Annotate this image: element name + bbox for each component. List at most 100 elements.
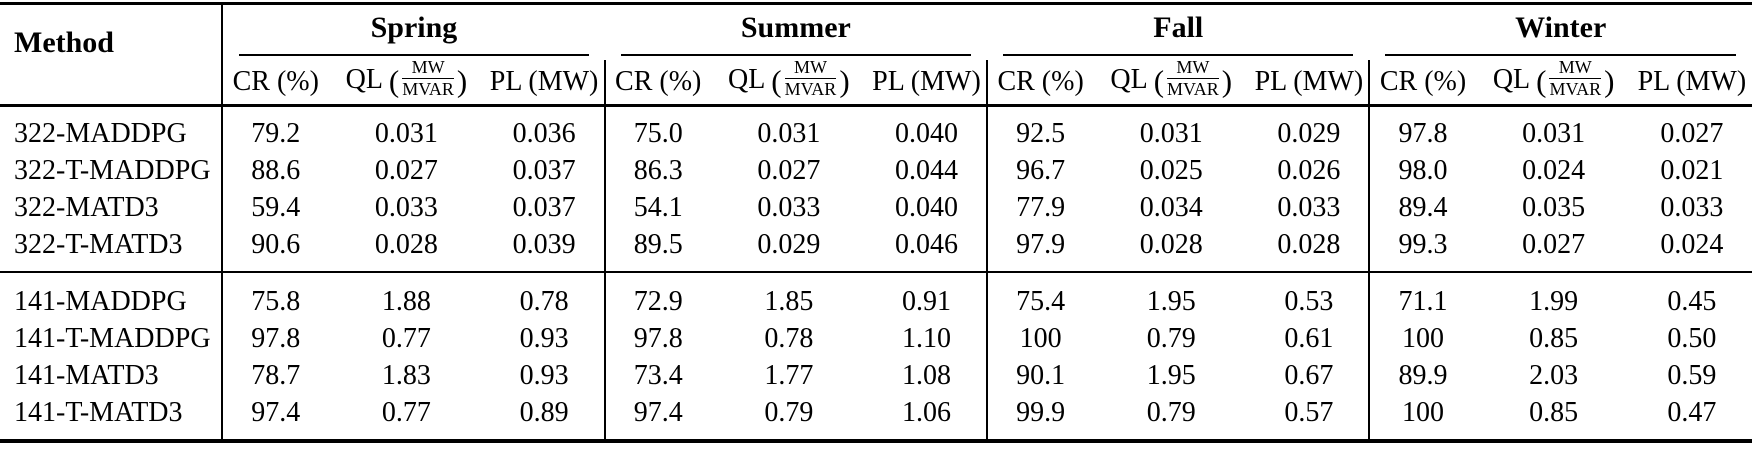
value-cell: 0.028 bbox=[1277, 228, 1341, 260]
season-header-row: Method Spring Summer Fall bbox=[0, 3, 1752, 107]
value-cell: 0.77 bbox=[381, 322, 431, 354]
value-cell: 98.0 bbox=[1368, 152, 1476, 189]
value-cell: 1.88 bbox=[328, 271, 485, 320]
value-cell: 97.4 bbox=[603, 394, 711, 441]
season-header-spring: Spring bbox=[221, 3, 605, 60]
table-row: 141-MATD3 78.7 1.83 0.93 73.4 1.77 1.08 90.1 1.9… bbox=[0, 357, 1752, 394]
value-cell: 0.025 bbox=[1139, 154, 1203, 186]
value-cell: 77.9 bbox=[986, 189, 1094, 226]
method-cell: 141-MATD3 bbox=[14, 359, 159, 391]
value-cell: 86.3 bbox=[603, 152, 711, 189]
value-cell: 0.47 bbox=[1667, 396, 1717, 428]
open-paren: ( bbox=[771, 63, 782, 99]
value-cell: 100 bbox=[1368, 320, 1476, 357]
value-cell: 0.040 bbox=[894, 117, 958, 149]
value-cell: 0.027 bbox=[1660, 117, 1724, 149]
value-cell: 0.046 bbox=[894, 228, 958, 260]
value-cell: 0.039 bbox=[512, 228, 576, 260]
col-header-ql: QL (MW MVAR) bbox=[1093, 58, 1250, 107]
value-cell: 0.79 bbox=[1146, 396, 1196, 428]
fraction-numerator: MW bbox=[1167, 58, 1219, 80]
table-row: 322-T-MATD3 90.6 0.028 0.039 89.5 0.029 0.046 9… bbox=[0, 226, 1752, 272]
value-cell: 0.85 bbox=[1529, 322, 1579, 354]
fraction-denominator: MVAR bbox=[1167, 79, 1219, 100]
method-cell: 322-MADDPG bbox=[14, 117, 187, 149]
value-cell: 75.8 bbox=[221, 271, 329, 320]
open-paren: ( bbox=[388, 63, 400, 99]
fraction-numerator: MW bbox=[784, 58, 837, 80]
col-header-ql: QL (MW MVAR) bbox=[328, 58, 485, 107]
close-paren: ) bbox=[1604, 63, 1615, 99]
table-row: 322-MATD3 59.4 0.033 0.037 54.1 0.033 0.040 77.… bbox=[0, 189, 1752, 226]
season-underline: Winter bbox=[1385, 11, 1736, 56]
ql-label: QL bbox=[1110, 64, 1147, 96]
season-label: Fall bbox=[1153, 11, 1204, 44]
value-cell: 0.93 bbox=[519, 359, 569, 391]
method-cell: 322-T-MADDPG bbox=[14, 154, 211, 186]
open-paren: ( bbox=[1153, 63, 1165, 99]
value-cell: 1.95 bbox=[1093, 271, 1250, 320]
value-cell: 0.029 bbox=[1277, 117, 1341, 149]
value-cell: 0.027 bbox=[374, 154, 438, 186]
value-cell: 78.7 bbox=[221, 357, 329, 394]
fraction-denominator: MVAR bbox=[784, 79, 837, 100]
col-header-ql: QL (MW MVAR) bbox=[1475, 58, 1632, 107]
close-paren: ) bbox=[839, 63, 850, 99]
value-cell: 0.036 bbox=[512, 117, 576, 149]
metric-header-row: CR (%) QL (MW MVAR) PL (MW) CR (%) QL (MW… bbox=[0, 58, 1752, 107]
value-cell: 0.024 bbox=[1522, 154, 1586, 186]
table-row: 141-MADDPG 75.8 1.88 0.78 72.9 1.85 0.91 75.4 1.… bbox=[0, 271, 1752, 320]
value-cell: 99.9 bbox=[986, 394, 1094, 441]
value-cell: 0.037 bbox=[512, 154, 576, 186]
value-cell: 1.10 bbox=[901, 322, 951, 354]
ql-label: QL bbox=[728, 64, 765, 96]
col-header-cr: CR (%) bbox=[986, 59, 1094, 107]
value-cell: 0.040 bbox=[894, 191, 958, 223]
method-cell: 141-T-MATD3 bbox=[14, 396, 183, 428]
method-cell: 141-T-MADDPG bbox=[14, 322, 211, 354]
value-cell: 97.9 bbox=[986, 226, 1094, 272]
col-header-ql: QL (MW MVAR) bbox=[710, 58, 867, 107]
mw-mvar-fraction: MW MVAR bbox=[402, 58, 454, 99]
value-cell: 75.0 bbox=[603, 105, 711, 152]
close-paren: ) bbox=[456, 63, 468, 99]
season-label: Summer bbox=[740, 11, 851, 44]
value-cell: 0.89 bbox=[519, 396, 569, 428]
value-cell: 1.99 bbox=[1475, 271, 1632, 320]
value-cell: 0.031 bbox=[1522, 117, 1586, 149]
value-cell: 0.035 bbox=[1522, 191, 1586, 223]
value-cell: 0.031 bbox=[374, 117, 438, 149]
value-cell: 0.024 bbox=[1660, 228, 1724, 260]
value-cell: 100 bbox=[1368, 394, 1476, 441]
season-label: Winter bbox=[1515, 11, 1607, 44]
fraction-denominator: MVAR bbox=[1549, 79, 1602, 100]
ql-label: QL bbox=[1492, 64, 1530, 96]
value-cell: 72.9 bbox=[603, 271, 711, 320]
value-cell: 0.93 bbox=[519, 322, 569, 354]
value-cell: 96.7 bbox=[986, 152, 1094, 189]
value-cell: 0.034 bbox=[1139, 191, 1203, 223]
value-cell: 100 bbox=[986, 320, 1094, 357]
value-cell: 0.031 bbox=[757, 117, 821, 149]
value-cell: 0.033 bbox=[374, 191, 438, 223]
mw-mvar-fraction: MW MVAR bbox=[784, 58, 837, 100]
value-cell: 89.9 bbox=[1368, 357, 1476, 394]
value-cell: 0.033 bbox=[1277, 191, 1341, 223]
method-cell: 322-MATD3 bbox=[14, 191, 159, 223]
value-cell: 0.79 bbox=[1146, 322, 1196, 354]
table-row: 141-T-MADDPG 97.8 0.77 0.93 97.8 0.78 1.10 100 0… bbox=[0, 320, 1752, 357]
value-cell: 1.06 bbox=[901, 396, 951, 428]
season-header-summer: Summer bbox=[605, 4, 987, 60]
value-cell: 1.08 bbox=[901, 359, 951, 391]
fraction-numerator: MW bbox=[1549, 58, 1602, 80]
value-cell: 0.026 bbox=[1277, 154, 1341, 186]
value-cell: 0.91 bbox=[866, 271, 988, 320]
value-cell: 0.029 bbox=[757, 228, 821, 260]
table-row: 141-T-MATD3 97.4 0.77 0.89 97.4 0.79 1.06 99.9 0… bbox=[0, 394, 1752, 441]
value-cell: 0.67 bbox=[1284, 359, 1334, 391]
method-group-141: 141-MADDPG 75.8 1.88 0.78 72.9 1.85 0.91 75.4 1.… bbox=[0, 271, 1752, 441]
mw-mvar-fraction: MW MVAR bbox=[1167, 58, 1219, 99]
col-header-cr: CR (%) bbox=[221, 59, 329, 107]
table-row: 322-T-MADDPG 88.6 0.027 0.037 86.3 0.027 0.044… bbox=[0, 152, 1752, 189]
value-cell: 0.037 bbox=[512, 191, 576, 223]
